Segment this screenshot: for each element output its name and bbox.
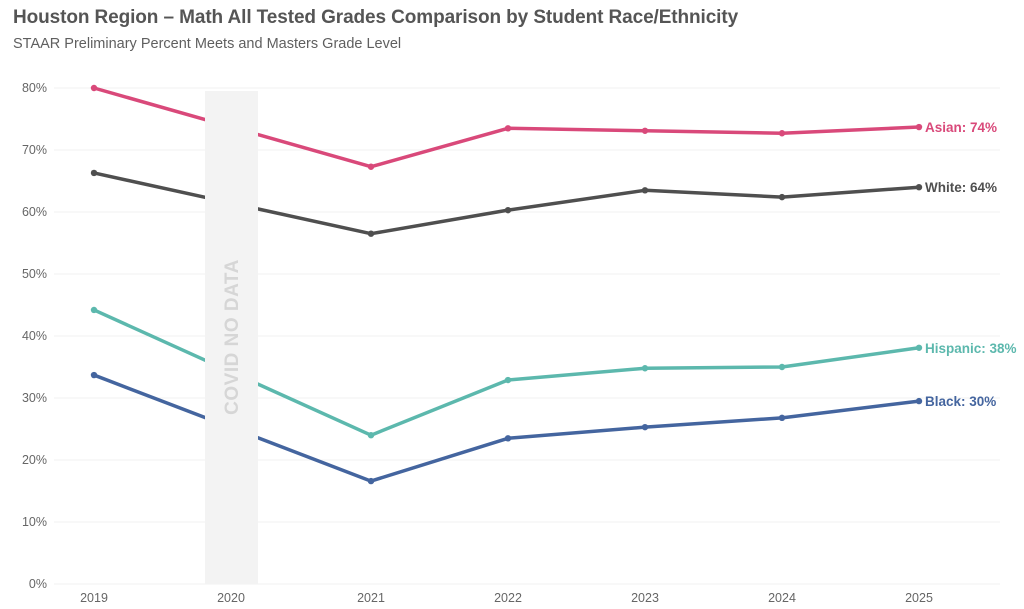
data-point [504, 125, 512, 132]
data-point [367, 163, 375, 170]
series-line [93, 373, 920, 483]
y-tick-label: 60% [22, 205, 47, 219]
end-label-black: Black: 30% [925, 394, 996, 409]
x-tick-label: 2020 [217, 591, 245, 605]
data-point [367, 230, 375, 237]
series-lines [90, 84, 923, 485]
data-point [504, 435, 512, 442]
data-point [915, 397, 923, 405]
data-point [915, 344, 923, 351]
x-tick-label: 2022 [494, 591, 522, 605]
data-point [778, 130, 786, 137]
y-tick-label: 30% [22, 391, 47, 405]
y-tick-label: 10% [22, 515, 47, 529]
series-hispanic [90, 306, 923, 439]
data-point [641, 423, 649, 431]
series-line [93, 308, 920, 437]
data-point [90, 169, 98, 177]
y-axis-ticks: 0% 10% 20% 30% 40% 50% 60% 70% 80% [22, 81, 47, 591]
y-tick-label: 50% [22, 267, 47, 281]
series-line [93, 171, 920, 236]
data-point [915, 184, 923, 191]
data-point [641, 127, 649, 134]
covid-band-overlay: COVID NO DATA [205, 91, 258, 584]
data-point [778, 414, 786, 422]
end-label-hispanic: Hispanic: 38% [925, 341, 1017, 356]
covid-band-label: COVID NO DATA [222, 259, 243, 415]
data-point [90, 371, 98, 379]
x-tick-label: 2019 [80, 591, 108, 605]
series-white [90, 169, 923, 237]
data-point [915, 123, 923, 131]
data-point [641, 365, 649, 372]
data-point [90, 84, 98, 92]
y-tick-label: 0% [29, 577, 47, 591]
y-tick-label: 70% [22, 143, 47, 157]
y-tick-label: 80% [22, 81, 47, 95]
data-point [504, 206, 512, 214]
series-asian [90, 84, 923, 170]
x-tick-label: 2021 [357, 591, 385, 605]
data-point [90, 306, 98, 314]
series-black [90, 371, 923, 485]
y-tick-label: 40% [22, 329, 47, 343]
covid-band-rect [205, 91, 258, 584]
series-line [93, 86, 920, 169]
y-tick-label: 20% [22, 453, 47, 467]
chart-title: Houston Region – Math All Tested Grades … [13, 7, 739, 28]
series-end-labels: Asian: 74% White: 64% Hispanic: 38% Black: … [925, 120, 1017, 409]
data-point [367, 432, 375, 439]
x-tick-label: 2024 [768, 591, 796, 605]
x-tick-label: 2023 [631, 591, 659, 605]
end-label-white: White: 64% [925, 180, 997, 195]
x-axis-ticks: 2019 2020 2021 2022 2023 2024 2025 [80, 591, 933, 605]
data-point [367, 477, 375, 485]
data-point [641, 187, 649, 194]
data-point [778, 363, 786, 371]
x-tick-label: 2025 [905, 591, 933, 605]
chart-subtitle: STAAR Preliminary Percent Meets and Mast… [13, 36, 402, 52]
end-label-asian: Asian: 74% [925, 120, 997, 135]
data-point [504, 376, 512, 384]
gridlines [54, 87, 1000, 585]
data-point [778, 193, 786, 201]
